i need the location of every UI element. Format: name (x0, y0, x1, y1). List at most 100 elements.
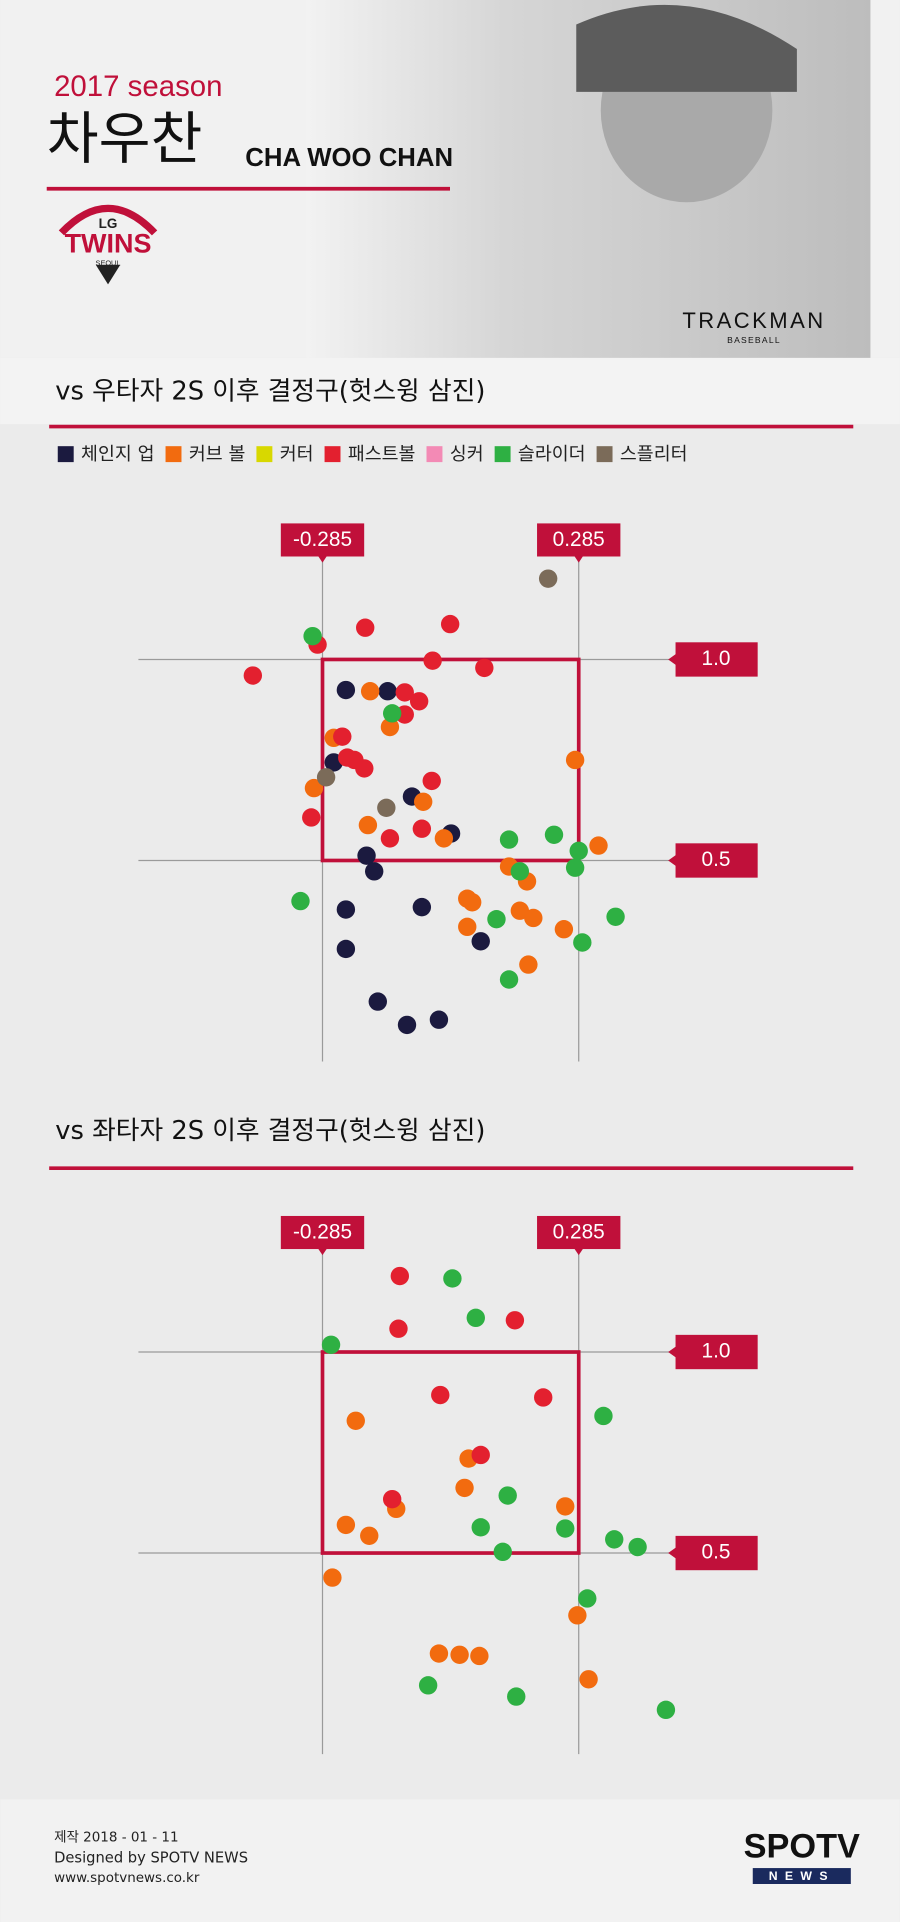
pitch-dot (471, 1445, 490, 1465)
pitch-dot (519, 955, 538, 974)
pitch-dot (395, 683, 414, 702)
title-band (0, 357, 900, 425)
y-tick-box (675, 642, 758, 677)
legend-swatch (324, 446, 341, 463)
pitch-dot (578, 1589, 597, 1608)
pitch-dot (378, 682, 397, 701)
logo-bottom: SEOUL (96, 258, 121, 267)
pitch-dot (440, 614, 460, 634)
pitch-dot (455, 1478, 474, 1498)
pitch-dot (499, 970, 519, 989)
pitch-dot (368, 992, 387, 1011)
brand-logo: SPOTV NEWS (744, 1828, 860, 1885)
pitch-dot (556, 1497, 575, 1516)
chart-title: vs 우타자 2S 이후 결정구(헛스윙 삼진) (55, 377, 485, 407)
x-tick-pointer (573, 1247, 584, 1256)
team-logo: LG TWINS SEOUL (58, 204, 158, 285)
x-tick-label: 0.285 (553, 528, 605, 551)
sponsor-sub: BASEBALL (727, 335, 781, 345)
legend-label: 싱커 (450, 444, 484, 465)
brand-bar (752, 1868, 851, 1885)
pitch-dot (470, 1646, 489, 1666)
pitch-dot (569, 841, 588, 861)
pitch-dot (606, 907, 625, 926)
logo-arc (58, 204, 158, 236)
x-tick-pointer (573, 555, 584, 563)
pitch-dot (302, 808, 321, 827)
y-tick-pointer (668, 1546, 677, 1560)
pitch-dot (380, 829, 400, 848)
legend-swatch (256, 446, 273, 463)
season: 2017 season (54, 70, 222, 103)
legend-swatch (426, 446, 443, 463)
pitch-dot (429, 1644, 449, 1663)
pitch-dot (462, 893, 482, 912)
pitch-dot (471, 932, 490, 951)
y-tick-box (675, 1334, 758, 1370)
pitch-dot (568, 1606, 587, 1625)
player-photo-cap (576, 4, 797, 92)
pitch-dot (377, 798, 396, 818)
pitch-dot (510, 901, 530, 920)
pitch-dot (291, 891, 310, 911)
pitch-dot (429, 1010, 449, 1029)
pitch-dot (336, 939, 356, 959)
pitch-dot (243, 666, 263, 685)
pitch-dot (466, 1308, 485, 1328)
pitch-dot (357, 846, 376, 865)
legend-swatch (494, 446, 511, 463)
sponsor-main: TRACKMAN (682, 308, 825, 333)
pitch-dot (556, 1519, 575, 1538)
y-tick-box (675, 843, 758, 878)
pitch-dot (579, 1670, 598, 1689)
footer-band (0, 1799, 900, 1922)
legend-label: 슬라이더 (518, 444, 586, 465)
pitch-dot (493, 1542, 512, 1562)
chart-title: vs 좌타자 2S 이후 결정구(헛스윙 삼진) (55, 1116, 485, 1146)
pitch-dot (499, 830, 519, 849)
x-tick-label: -0.285 (293, 528, 352, 551)
y-tick-label: 0.5 (702, 848, 731, 871)
logo-top: LG (99, 216, 118, 231)
pitch-dot (458, 917, 477, 937)
pitch-dot (422, 771, 441, 791)
pitch-dot (356, 618, 375, 637)
brand-main: SPOTV (744, 1828, 860, 1866)
pitch-dot (443, 1269, 462, 1288)
x-tick-box (537, 1215, 621, 1250)
x-tick-box (280, 1215, 365, 1250)
pitch-dot (554, 920, 574, 939)
pitch-dot (565, 750, 585, 770)
pitch-dot (498, 1486, 517, 1505)
x-tick-pointer (317, 555, 328, 563)
legend-swatch (165, 446, 182, 463)
brand-sub: NEWS (769, 1869, 835, 1883)
pitch-dot (358, 815, 378, 835)
pitch-dot (336, 1515, 356, 1535)
legend-label: 커브 볼 (189, 444, 246, 465)
x-tick-box (280, 523, 365, 557)
pitch-dot (594, 1406, 613, 1426)
y-tick-label: 1.0 (702, 1340, 731, 1363)
pitch-dot (321, 1335, 341, 1354)
pitch-dot (365, 862, 384, 881)
player-name-kr: 차우찬 (47, 107, 203, 172)
pitch-dot (450, 1645, 469, 1664)
y-tick-pointer (668, 854, 677, 867)
pitch-dot (565, 858, 585, 877)
logo-point (95, 264, 121, 285)
pitch-dot (573, 933, 592, 952)
legend-label: 패스트볼 (348, 444, 416, 465)
y-tick-label: 0.5 (702, 1541, 731, 1564)
y-tick-pointer (668, 1345, 677, 1359)
pitch-dot (333, 727, 352, 746)
player-name-en: CHA WOO CHAN (245, 144, 453, 172)
footer-date: 제작 2018 - 01 - 11 (54, 1829, 178, 1845)
pitch-dot (431, 1385, 450, 1405)
pitch-dot (360, 1526, 379, 1545)
pitch-dot (487, 909, 506, 929)
logo-main: TWINS (65, 228, 152, 258)
y-tick-pointer (668, 653, 677, 666)
y-tick-box (675, 1535, 758, 1571)
